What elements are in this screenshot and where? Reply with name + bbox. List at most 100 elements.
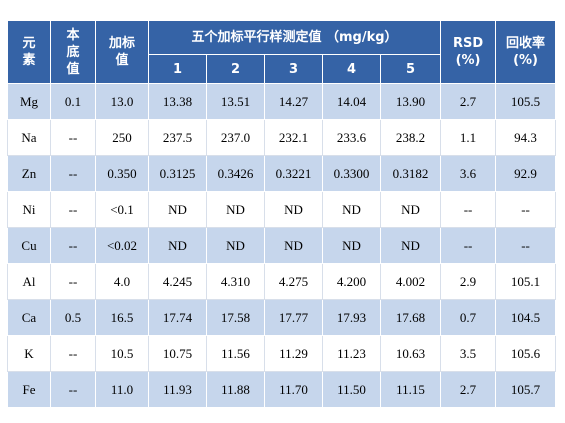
- table-cell: 94.3: [495, 119, 557, 156]
- table-cell: 3.5: [440, 335, 497, 372]
- table-cell: 11.88: [206, 371, 265, 408]
- table-cell: --: [50, 119, 96, 156]
- table-cell: 237.5: [148, 119, 207, 156]
- table-cell: 11.15: [379, 371, 442, 408]
- table-cell: 0.3221: [264, 155, 323, 192]
- table-cell: ND: [322, 191, 381, 228]
- table-cell: 4.310: [206, 263, 265, 300]
- table-cell: 105.1: [495, 263, 557, 300]
- table-cell: --: [50, 263, 96, 300]
- table-cell: 3.6: [440, 155, 497, 192]
- header-cell: RSD (%): [440, 20, 497, 84]
- table-cell: Zn: [7, 155, 51, 192]
- table-cell: 13.0: [95, 83, 149, 120]
- header-cell: 4: [322, 54, 381, 84]
- table-cell: 2.9: [440, 263, 497, 300]
- table-cell: 105.7: [495, 371, 557, 408]
- table-cell: 250: [95, 119, 149, 156]
- table-cell: ND: [206, 191, 265, 228]
- table-cell: 11.93: [148, 371, 207, 408]
- header-cell: 2: [206, 54, 265, 84]
- table-cell: --: [50, 335, 96, 372]
- header-cell: 加标值: [95, 20, 149, 84]
- table-cell: 14.04: [322, 83, 381, 120]
- table-row: K -- 10.5 10.75 11.56 11.29 11.23 10.63 3.5 105.6: [7, 335, 557, 372]
- table-cell: 11.50: [322, 371, 381, 408]
- table-cell: 4.0: [95, 263, 149, 300]
- table-cell: 17.93: [322, 299, 381, 336]
- table-cell: --: [440, 191, 497, 228]
- table-cell: 16.5: [95, 299, 149, 336]
- table-cell: 14.27: [264, 83, 323, 120]
- table-cell: 13.51: [206, 83, 265, 120]
- table-cell: 238.2: [379, 119, 442, 156]
- table-cell: ND: [379, 191, 442, 228]
- table-cell: 92.9: [495, 155, 557, 192]
- table-cell: Mg: [7, 83, 51, 120]
- table-cell: 2.7: [440, 371, 497, 408]
- table-cell: ND: [148, 227, 207, 264]
- table-cell: --: [495, 227, 557, 264]
- table-cell: Fe: [7, 371, 51, 408]
- table-cell: 11.70: [264, 371, 323, 408]
- table-row: Ni -- <0.1 ND ND ND ND ND -- --: [7, 191, 557, 228]
- table-cell: 10.63: [379, 335, 442, 372]
- table-cell: 0.5: [50, 299, 96, 336]
- table-cell: Na: [7, 119, 51, 156]
- table-cell: --: [495, 191, 557, 228]
- header-cell: 5: [379, 54, 442, 84]
- table-cell: --: [50, 155, 96, 192]
- table-cell: 233.6: [322, 119, 381, 156]
- table-cell: 0.7: [440, 299, 497, 336]
- table-cell: --: [440, 227, 497, 264]
- table-cell: Ni: [7, 191, 51, 228]
- table-cell: ND: [379, 227, 442, 264]
- header-cell: 3: [264, 54, 323, 84]
- header-cell: 五个加标平行样测定值 （mg/kg）: [147, 20, 442, 55]
- table-cell: 0.3182: [379, 155, 442, 192]
- table-cell: 0.3125: [148, 155, 207, 192]
- table-cell: Cu: [7, 227, 51, 264]
- table-cell: ND: [264, 191, 323, 228]
- table-cell: 1.1: [440, 119, 497, 156]
- table-cell: 237.0: [206, 119, 265, 156]
- table-cell: 11.56: [206, 335, 265, 372]
- table-cell: ND: [322, 227, 381, 264]
- table-cell: 17.77: [264, 299, 323, 336]
- table-row: Ca 0.5 16.5 17.74 17.58 17.77 17.93 17.68 0.7 104…: [7, 299, 557, 336]
- table-cell: --: [50, 227, 96, 264]
- table-cell: Al: [7, 263, 51, 300]
- header-cell: 元素: [7, 20, 51, 84]
- table-cell: 13.38: [148, 83, 207, 120]
- table-cell: ND: [206, 227, 265, 264]
- table-cell: 232.1: [264, 119, 323, 156]
- table-cell: 0.1: [50, 83, 96, 120]
- table-cell: 104.5: [495, 299, 557, 336]
- table-row: Al -- 4.0 4.245 4.310 4.275 4.200 4.002 2.9 105.1: [7, 263, 557, 300]
- table-cell: 13.90: [379, 83, 442, 120]
- table-cell: Ca: [7, 299, 51, 336]
- table-row: Fe -- 11.0 11.93 11.88 11.70 11.50 11.15 2.7 105.…: [7, 371, 557, 408]
- table-cell: 2.7: [440, 83, 497, 120]
- table-cell: 0.350: [95, 155, 149, 192]
- table-cell: 17.74: [148, 299, 207, 336]
- table-cell: 11.23: [322, 335, 381, 372]
- table-cell: 17.58: [206, 299, 265, 336]
- table-cell: 11.29: [264, 335, 323, 372]
- table-cell: 10.5: [95, 335, 149, 372]
- table-cell: --: [50, 191, 96, 228]
- table-cell: <0.1: [95, 191, 149, 228]
- table-cell: K: [7, 335, 51, 372]
- table-cell: 4.245: [148, 263, 207, 300]
- table-cell: 0.3426: [206, 155, 265, 192]
- table-cell: ND: [264, 227, 323, 264]
- header-cell: 1: [148, 54, 207, 84]
- table-cell: 0.3300: [322, 155, 381, 192]
- header-cell: 回收率 (%): [495, 20, 557, 84]
- table-cell: 105.5: [495, 83, 557, 120]
- table-cell: ND: [148, 191, 207, 228]
- table-cell: 4.275: [264, 263, 323, 300]
- table-cell: 17.68: [379, 299, 442, 336]
- table-cell: --: [50, 371, 96, 408]
- table-row: Na -- 250 237.5 237.0 232.1 233.6 238.2 1.1 94.3: [7, 119, 557, 156]
